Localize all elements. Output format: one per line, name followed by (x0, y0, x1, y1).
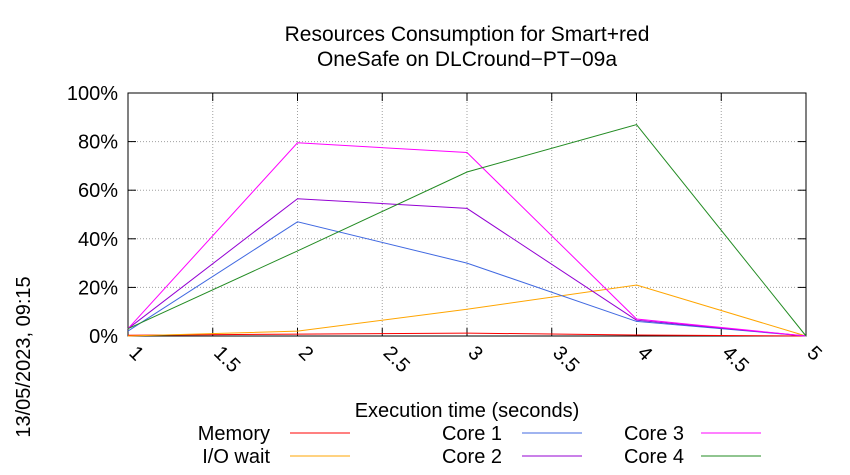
y-tick-labels: 0% 20% 40% 60% 80% 100% (67, 83, 118, 348)
legend-label-core-3: Core 3 (624, 423, 684, 445)
y-tick-label: 0% (89, 326, 118, 348)
series-line-core-3 (127, 142, 807, 337)
y-tick-label: 60% (78, 180, 118, 202)
y-tick-label: 20% (78, 277, 118, 299)
axes (127, 92, 807, 337)
legend-label-core-1: Core 1 (442, 423, 502, 445)
legend-label-core-4: Core 4 (624, 446, 684, 468)
series-line-core-4 (127, 124, 807, 337)
legend-label-core-2: Core 2 (442, 446, 502, 468)
y-tick-label: 40% (78, 229, 118, 251)
y-tick-label: 100% (67, 83, 118, 105)
legend-label-memory: Memory (198, 423, 270, 445)
series-line-core-1 (127, 221, 807, 337)
data-lines (127, 124, 807, 337)
series-line-core-2 (127, 198, 807, 337)
series-line-memory (127, 332, 807, 337)
timestamp-label: 13/05/2023, 09:15 (13, 276, 35, 437)
x-axis-label: Execution time (seconds) (355, 400, 580, 422)
chart-title-line-2: OneSafe on DLCround−PT−09a (317, 48, 617, 71)
chart-title-line-1: Resources Consumption for Smart+red (285, 23, 650, 46)
y-tick-label: 80% (78, 132, 118, 154)
grid-lines (128, 93, 806, 336)
series-line-i-o-wait (127, 284, 807, 337)
legend-label-i-o-wait: I/O wait (202, 446, 270, 468)
plot-frame (127, 92, 807, 337)
